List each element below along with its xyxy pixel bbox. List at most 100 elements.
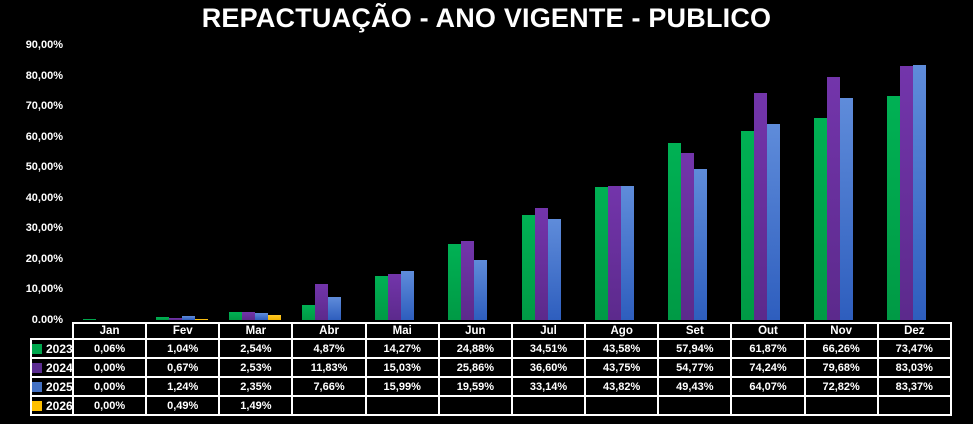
bar-group-abr <box>292 45 365 320</box>
month-header-abr: Abr <box>291 322 367 340</box>
bar-2024-fev <box>168 317 182 320</box>
bar-slot <box>594 45 608 320</box>
bar-slot <box>302 45 316 320</box>
bar-2024-out <box>754 93 768 320</box>
bar-2024-ago <box>607 186 621 320</box>
value-cell-2024-jul: 36,60% <box>510 357 587 378</box>
value-cell-2026-jul <box>510 395 587 416</box>
y-axis-tick-label: 40,00% <box>25 191 63 204</box>
bar-2024-nov <box>827 76 841 320</box>
value-cell-2024-abr: 11,83% <box>291 357 367 378</box>
bar-2025-mai <box>401 271 415 320</box>
bar-slot <box>607 45 621 320</box>
bar-slot <box>155 45 169 320</box>
table-row-2026: 2026 0,00% 0,49% 1,49% <box>30 395 952 416</box>
value-cell-2023-jun: 24,88% <box>437 338 513 359</box>
value-cell-2023-mar: 2,54% <box>218 338 294 359</box>
bar-slot <box>228 45 242 320</box>
bar-2025-jun <box>474 260 488 320</box>
value-cell-2025-ago: 43,82% <box>584 376 660 397</box>
value-cell-2023-mai: 14,27% <box>364 338 440 359</box>
bar-group-ago <box>584 45 657 320</box>
value-cell-2026-dez <box>876 395 952 416</box>
month-header-jun: Jun <box>437 322 513 340</box>
value-cell-2023-dez: 73,47% <box>876 338 952 359</box>
value-cell-2024-jan: 0,00% <box>71 357 148 378</box>
value-cell-2023-out: 61,87% <box>730 338 806 359</box>
bar-2025-mar <box>254 312 268 320</box>
y-axis-tick-label: 30,00% <box>25 222 63 235</box>
value-cell-2024-mai: 15,03% <box>364 357 440 378</box>
month-header-jan: Jan <box>71 322 148 340</box>
value-cell-2026-fev: 0,49% <box>145 395 221 416</box>
bar-slot <box>707 45 720 320</box>
bar-slot <box>96 45 109 320</box>
value-cell-2025-jan: 0,00% <box>71 376 148 397</box>
value-cell-2025-set: 49,43% <box>657 376 733 397</box>
bar-2023-jun <box>448 243 462 320</box>
bar-slot <box>254 45 268 320</box>
table-row-2025: 2025 0,00% 1,24% 2,35% 7,66% 15,99% 19,59% 33,1… <box>30 376 952 397</box>
value-cell-2024-ago: 43,75% <box>584 357 660 378</box>
bar-2026-mar <box>267 315 281 320</box>
bar-slot <box>634 45 647 320</box>
y-axis: 90,00% 80,00% 70,00% 60,00% 50,00% 40,00% 30,0… <box>0 39 63 326</box>
value-cell-2026-jan: 0,00% <box>71 395 148 416</box>
value-cell-2024-set: 54,77% <box>657 357 733 378</box>
bar-slot <box>853 45 866 320</box>
bar-2023-ago <box>594 186 608 320</box>
year-label-2024: 2024 <box>30 357 74 378</box>
bar-2025-out <box>767 124 781 320</box>
bar-2024-set <box>680 152 694 320</box>
bar-2023-set <box>667 142 681 320</box>
value-cell-2026-nov <box>803 395 879 416</box>
bar-slot <box>521 45 535 320</box>
legend-chip-2026 <box>33 400 42 411</box>
month-header-fev: Fev <box>145 322 221 340</box>
value-cell-2024-jun: 25,86% <box>437 357 513 378</box>
bar-2024-jun <box>461 240 475 320</box>
value-cell-2023-abr: 4,87% <box>291 338 367 359</box>
bar-slot <box>267 45 281 320</box>
bar-group-mai <box>365 45 438 320</box>
bar-slot <box>375 45 389 320</box>
bar-2025-jul <box>547 218 561 320</box>
bar-slot <box>328 45 342 320</box>
bar-2024-mar <box>241 312 255 320</box>
bar-slot <box>547 45 561 320</box>
bar-group-jan <box>72 45 145 320</box>
value-cell-2023-nov: 66,26% <box>803 338 879 359</box>
bar-slot <box>401 45 415 320</box>
bar-2025-dez <box>913 65 927 320</box>
bar-2023-jul <box>521 214 535 320</box>
value-cell-2025-out: 64,07% <box>730 376 806 397</box>
bar-slot <box>461 45 475 320</box>
bar-group-set <box>657 45 730 320</box>
value-cell-2026-jun <box>437 395 513 416</box>
bar-2024-jul <box>534 208 548 320</box>
y-axis-tick-label: 50,00% <box>25 161 63 174</box>
y-axis-tick-label: 10,00% <box>25 283 63 296</box>
bar-slot <box>900 45 914 320</box>
bar-group-mar <box>218 45 291 320</box>
data-table: Jan Fev Mar Abr Mai Jun Jul Ago Set Out Nov Dez 202… <box>30 322 952 416</box>
bar-2023-nov <box>814 117 828 320</box>
table-corner-cell <box>31 323 73 339</box>
bar-slot <box>534 45 548 320</box>
bar-slot <box>168 45 182 320</box>
value-cell-2023-jan: 0,06% <box>71 338 148 359</box>
value-cell-2026-mai <box>364 395 440 416</box>
bar-slot <box>741 45 755 320</box>
bar-slot <box>754 45 768 320</box>
bar-2023-dez <box>887 95 901 320</box>
y-axis-tick-label: 60,00% <box>25 130 63 143</box>
y-axis-tick-label: 90,00% <box>25 39 63 51</box>
value-cell-2024-out: 74,24% <box>730 357 806 378</box>
bar-slot <box>82 45 96 320</box>
month-header-out: Out <box>730 322 806 340</box>
bar-slot <box>448 45 462 320</box>
month-header-dez: Dez <box>876 322 952 340</box>
bar-group-fev <box>145 45 218 320</box>
legend-chip-2023 <box>33 343 42 354</box>
value-cell-2026-mar: 1,49% <box>218 395 294 416</box>
